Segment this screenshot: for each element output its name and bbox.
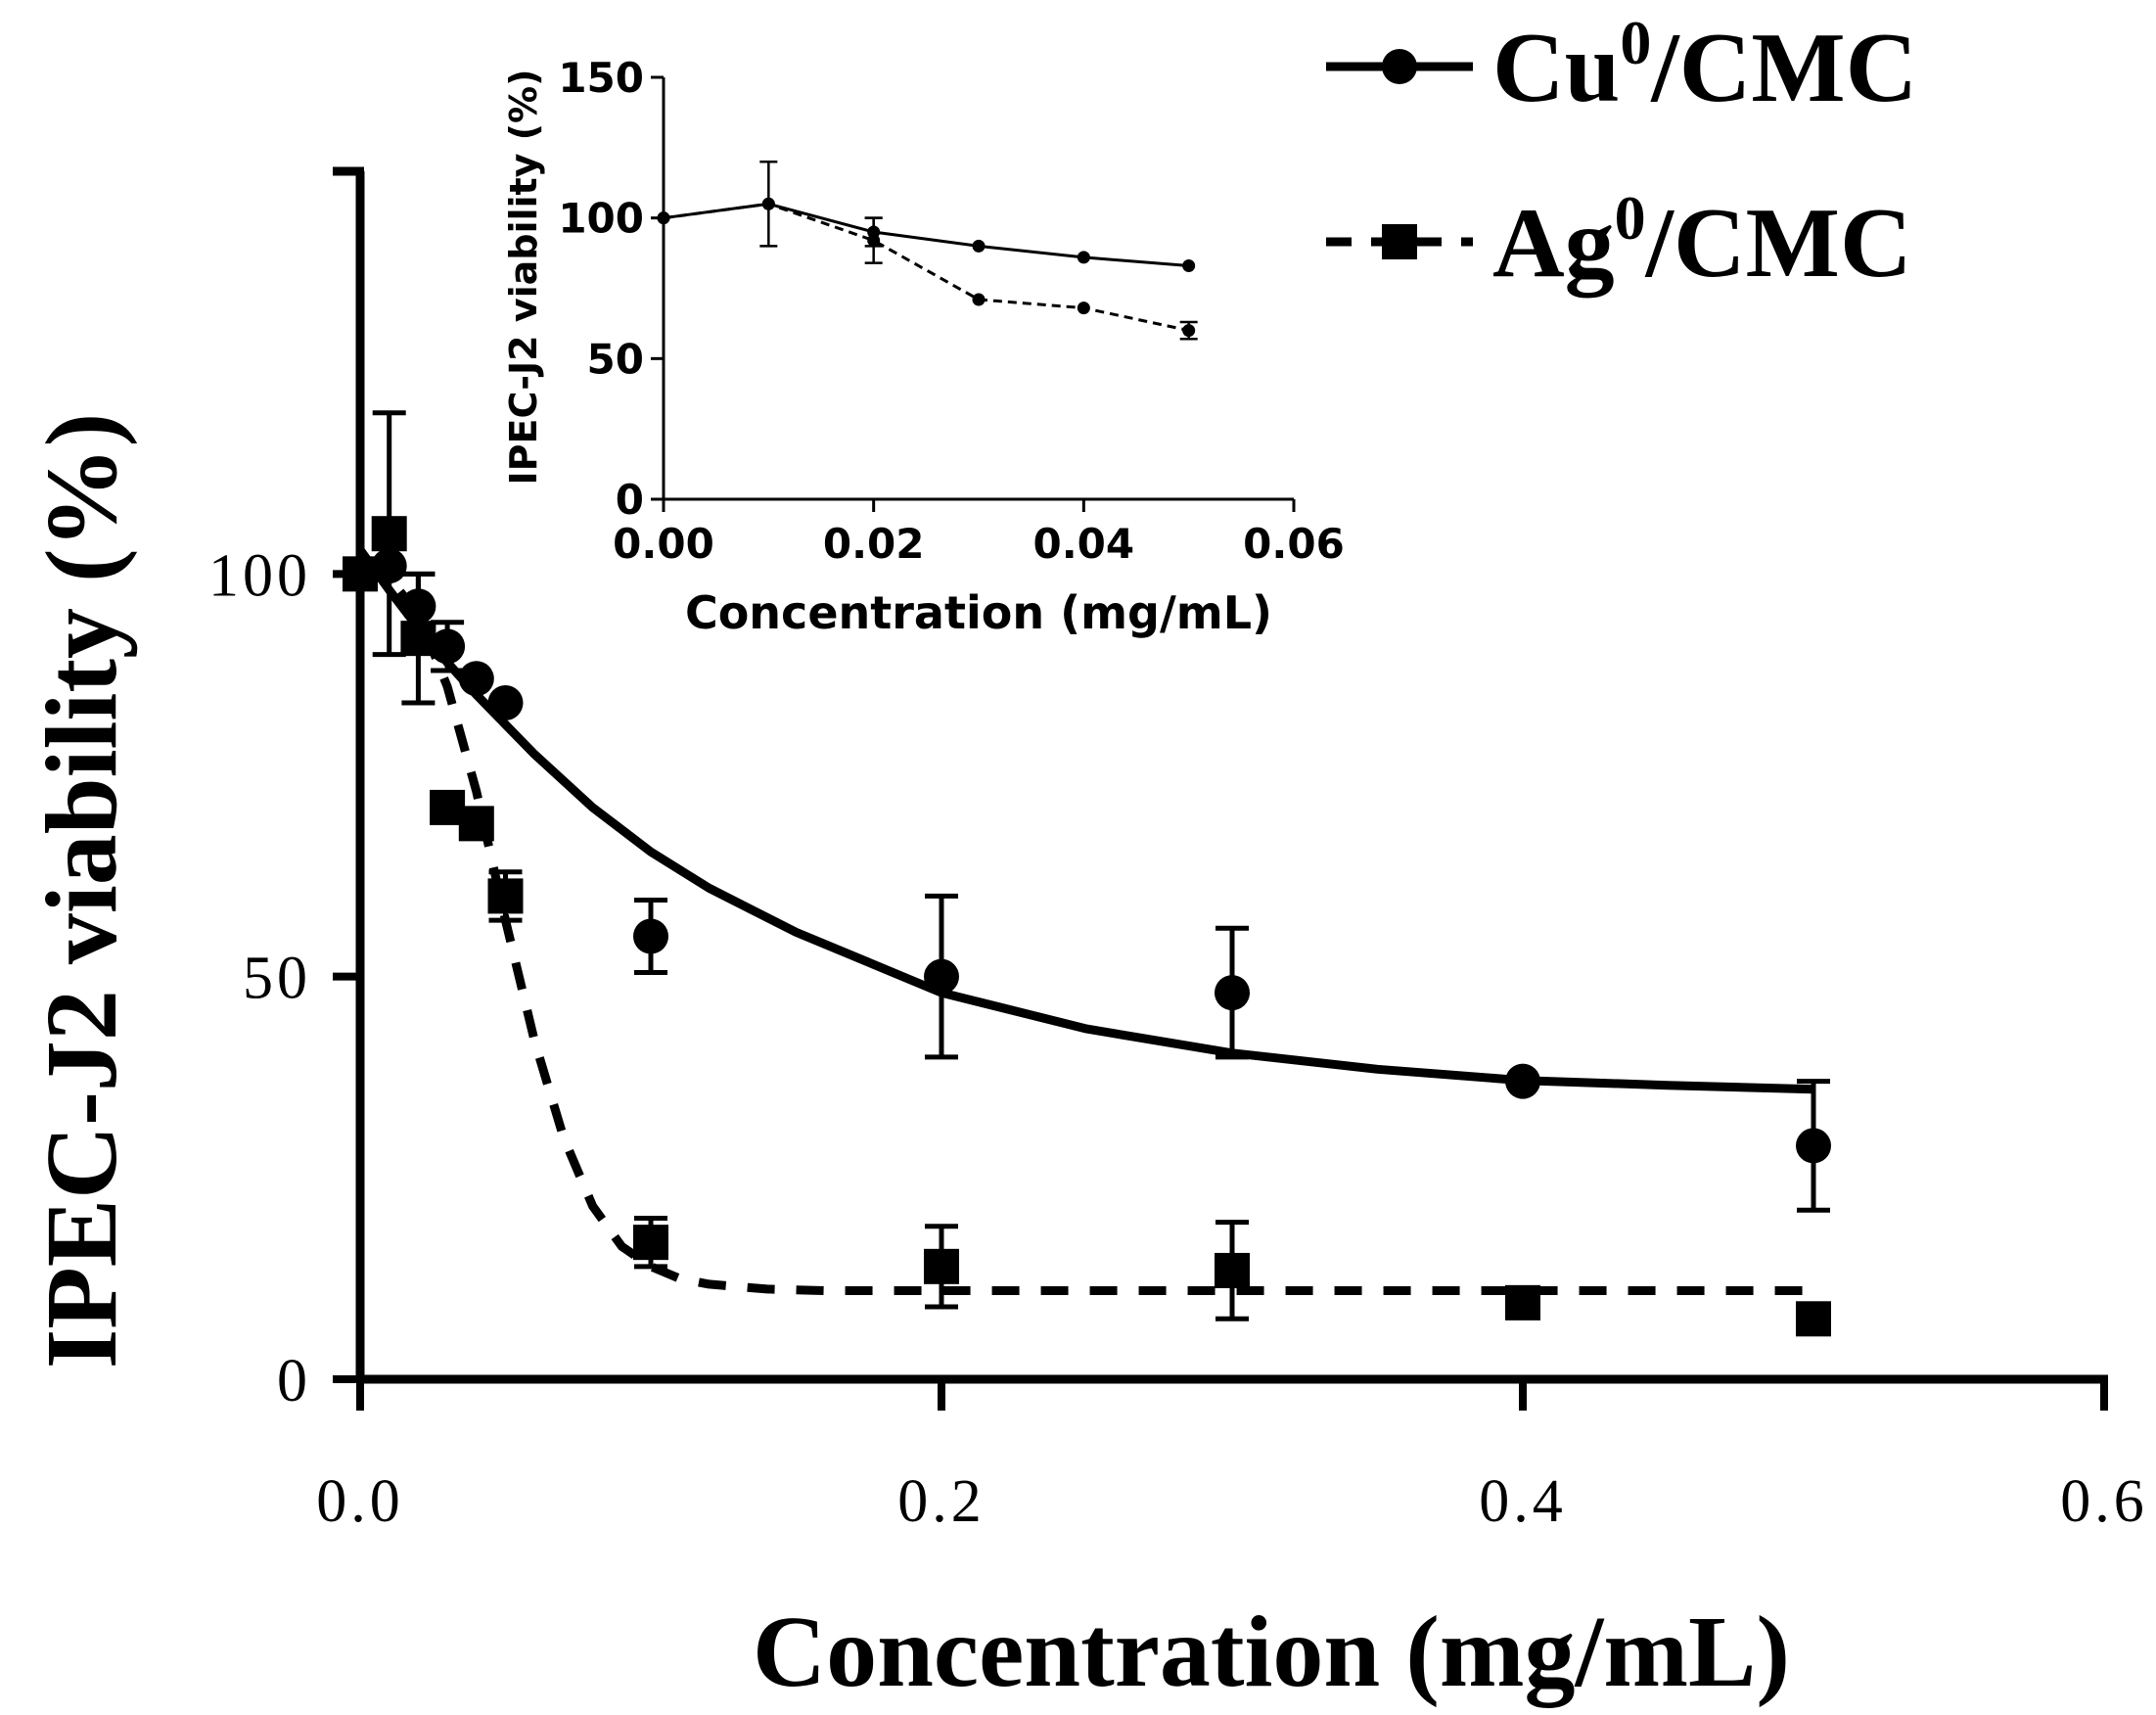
data-point	[458, 806, 494, 842]
inset-data-point	[972, 239, 986, 253]
inset-x-axis-title: Concentration (mg/mL)	[685, 586, 1272, 639]
data-point	[1796, 1128, 1831, 1164]
series-ag	[343, 410, 1831, 1337]
data-point	[1505, 1284, 1540, 1321]
legend-item: Ag0/CMC	[1326, 183, 1912, 299]
inset-plot: 0.00 0.02 0.04 0.06 0 50 100 150 Concentration (…	[502, 54, 1345, 639]
inset-x-tick-label: 0.04	[1033, 520, 1135, 568]
y-axis-title: IPEC-J2 viability (%)	[25, 413, 138, 1368]
legend-label: Ag0/CMC	[1492, 183, 1912, 299]
data-point	[924, 958, 959, 995]
inset-data-point	[972, 293, 986, 306]
data-point	[1796, 1301, 1831, 1337]
inset-y-axis-title: IPEC-J2 viability (%)	[502, 70, 545, 486]
data-point	[1505, 1063, 1540, 1099]
y-tick-label: 0	[277, 1348, 311, 1414]
y-tick-label: 50	[243, 946, 311, 1012]
legend-marker	[1382, 224, 1417, 259]
x-tick-label: 0.0	[316, 1468, 404, 1535]
data-point	[487, 878, 524, 914]
inset-series-ag	[657, 197, 1198, 341]
main-plot: 0.0 0.2 0.4 0.6 0 50 100 Concentration (mg/mL) I…	[25, 166, 2148, 1708]
legend-item: Cu0/CMC	[1326, 8, 1917, 123]
x-tick-label: 0.2	[897, 1468, 986, 1535]
inset-data-point	[1077, 301, 1090, 315]
data-point	[633, 918, 668, 954]
legend-label: Cu0/CMC	[1492, 8, 1917, 123]
legend-marker	[1382, 49, 1417, 84]
inset-y-tick-label: 0	[616, 476, 644, 524]
inset-data-point	[1182, 259, 1196, 273]
y-tick-label: 100	[208, 542, 311, 609]
data-point	[371, 516, 407, 552]
data-point	[1215, 975, 1250, 1011]
legend: Cu0/CMC Ag0/CMC	[1326, 8, 1917, 299]
x-axis-title: Concentration (mg/mL)	[753, 1596, 1790, 1708]
data-point	[1215, 1252, 1250, 1288]
inset-data-point	[1182, 324, 1196, 338]
inset-y-tick-label: 150	[558, 54, 644, 102]
inset-x-tick-label: 0.06	[1243, 520, 1345, 568]
data-point	[343, 556, 378, 592]
x-tick-label: 0.6	[2060, 1468, 2148, 1535]
inset-x-tick-label: 0.00	[613, 520, 714, 568]
inset-series-line	[663, 202, 1190, 333]
x-tick-label: 0.4	[1479, 1468, 1567, 1535]
data-point	[924, 1248, 959, 1284]
inset-y-tick-label: 50	[587, 335, 644, 383]
inset-x-tick-label: 0.02	[823, 520, 925, 568]
fit-curve	[358, 561, 1813, 1295]
inset-y-tick-label: 100	[558, 195, 644, 243]
inset-data-point	[761, 197, 775, 210]
inset-data-point	[867, 234, 881, 248]
data-point	[400, 621, 436, 657]
inset-data-point	[1077, 251, 1090, 264]
data-point	[633, 1225, 668, 1261]
inset-data-point	[657, 211, 670, 225]
data-point	[487, 684, 524, 720]
data-point	[458, 661, 494, 697]
